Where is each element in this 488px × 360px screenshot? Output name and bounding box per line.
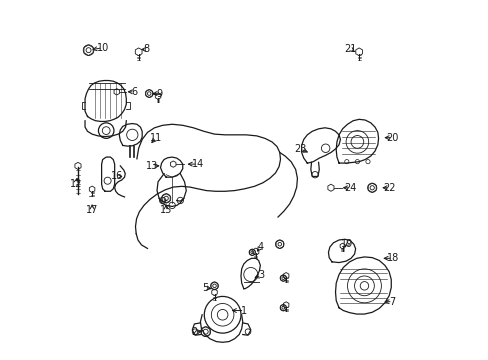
Text: 18: 18 [386,253,398,263]
Text: 6: 6 [131,87,137,97]
Text: 4: 4 [257,242,263,252]
Text: 10: 10 [96,43,108,53]
Text: 13: 13 [145,161,158,171]
Text: 23: 23 [293,144,306,154]
Text: 2: 2 [191,327,197,337]
Text: 8: 8 [143,45,149,54]
Text: 16: 16 [111,171,123,181]
Text: 14: 14 [191,159,203,169]
Text: 19: 19 [341,239,353,249]
Text: 11: 11 [150,133,162,143]
Text: 1: 1 [241,306,247,315]
Text: 20: 20 [386,133,398,143]
Text: 24: 24 [344,183,356,193]
Text: 5: 5 [202,283,208,293]
Text: 17: 17 [86,205,98,215]
Text: 22: 22 [383,183,395,193]
Text: 15: 15 [160,205,172,215]
Text: 9: 9 [156,89,162,99]
Text: 7: 7 [389,297,395,307]
Text: 21: 21 [344,44,356,54]
Text: 12: 12 [69,179,82,189]
Text: 3: 3 [258,270,264,280]
